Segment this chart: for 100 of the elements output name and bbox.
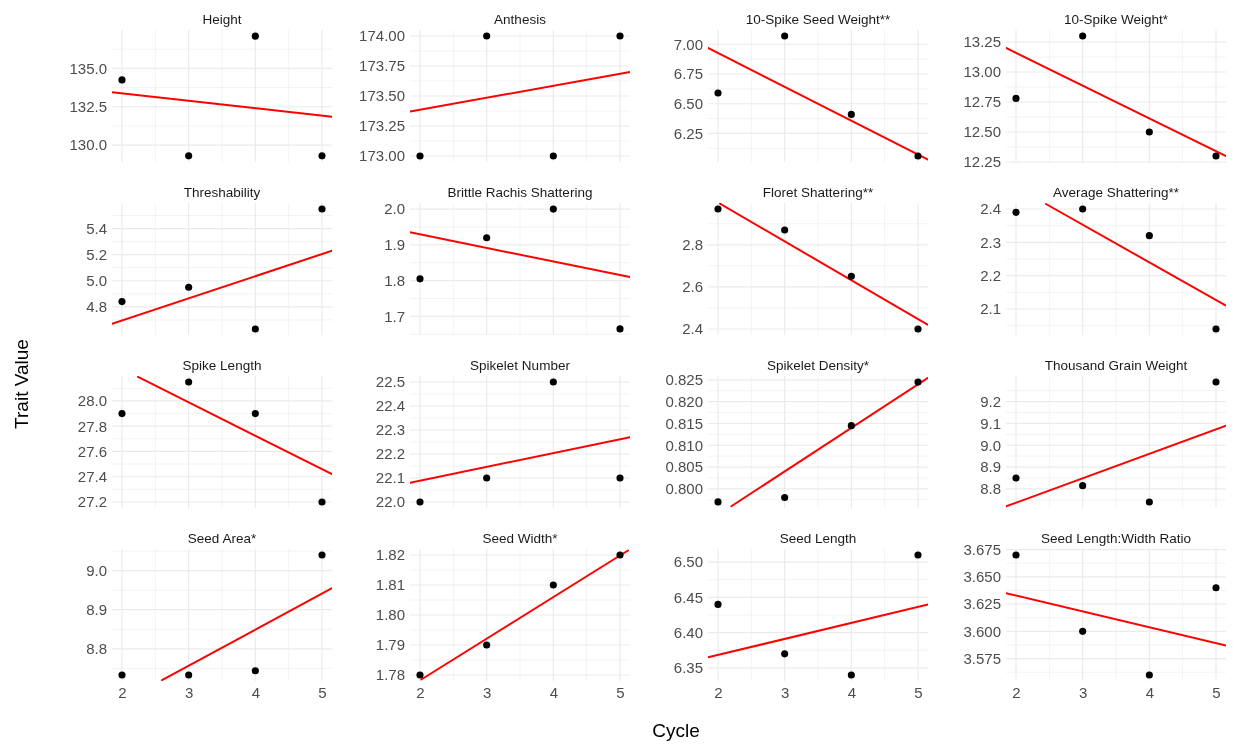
point <box>318 498 326 506</box>
y-tick-label: 13.25 <box>963 33 1001 51</box>
y-tick-label: 3.650 <box>963 568 1001 586</box>
y-tick-label: 9.1 <box>980 414 1001 432</box>
y-tick-label: 8.8 <box>86 640 107 658</box>
point <box>847 272 855 280</box>
y-tick-label: 12.25 <box>963 153 1001 171</box>
y-tick-label: 7.00 <box>673 35 703 53</box>
y-tick-label: 174.00 <box>359 27 405 45</box>
y-tick-label: 1.82 <box>375 546 405 564</box>
chart-title: Threshability <box>183 185 261 200</box>
point <box>714 498 722 506</box>
point <box>847 422 855 430</box>
point <box>781 226 789 234</box>
point <box>416 275 424 283</box>
point <box>483 234 491 242</box>
point <box>185 671 193 679</box>
x-tick-label: 2 <box>714 683 723 701</box>
y-tick-label: 9.0 <box>980 436 1001 454</box>
point <box>118 76 126 84</box>
chart-title: Seed Width* <box>482 531 559 546</box>
y-tick-label: 5.4 <box>86 219 107 237</box>
chart-title: Average Shattering** <box>1053 185 1180 200</box>
y-tick-label: 1.81 <box>375 576 405 594</box>
y-tick-label: 28.0 <box>77 392 107 410</box>
point <box>1212 378 1220 386</box>
point <box>714 205 722 213</box>
point <box>1212 152 1220 160</box>
y-tick-label: 6.50 <box>673 95 703 113</box>
point <box>251 32 259 40</box>
point <box>118 410 126 418</box>
y-tick-label: 2.3 <box>980 233 1001 251</box>
chart-title: Thousand Grain Weight <box>1044 358 1188 373</box>
x-tick-label: 4 <box>847 683 857 701</box>
point <box>1145 498 1153 506</box>
y-tick-label: 135.0 <box>69 59 107 77</box>
y-tick-label: 27.8 <box>77 417 107 435</box>
point <box>781 493 789 502</box>
y-tick-label: 0.825 <box>665 371 703 389</box>
y-tick-label: 3.625 <box>963 595 1001 613</box>
y-tick-label: 0.815 <box>665 414 703 432</box>
x-tick-label: 5 <box>1212 683 1221 701</box>
point <box>251 325 259 333</box>
point <box>318 205 326 213</box>
point <box>1012 208 1020 216</box>
y-tick-label: 8.9 <box>980 458 1001 476</box>
y-tick-label: 5.2 <box>86 245 107 263</box>
point <box>914 152 922 160</box>
y-tick-label: 27.4 <box>77 468 107 486</box>
chart-title: Floret Shattering** <box>762 185 874 200</box>
y-tick-label: 132.5 <box>69 98 107 116</box>
y-tick-label: 6.75 <box>673 65 703 83</box>
point <box>714 89 722 97</box>
y-tick-label: 173.50 <box>359 87 405 105</box>
y-tick-label: 6.35 <box>673 659 703 677</box>
y-tick-label: 22.5 <box>375 373 405 391</box>
point <box>118 671 126 679</box>
point <box>616 325 624 333</box>
y-tick-label: 3.600 <box>963 622 1001 640</box>
y-tick-label: 27.2 <box>77 493 107 511</box>
point <box>1012 474 1020 482</box>
y-tick-label: 0.820 <box>665 393 703 410</box>
y-tick-label: 3.575 <box>963 649 1001 667</box>
y-tick-label: 0.805 <box>665 458 703 476</box>
y-tick-label: 130.0 <box>69 136 107 154</box>
point <box>549 378 557 386</box>
point <box>914 325 922 333</box>
point <box>914 378 922 386</box>
point <box>251 667 259 675</box>
x-tick-label: 3 <box>780 683 790 701</box>
y-tick-label: 1.7 <box>384 307 405 325</box>
point <box>1079 205 1087 213</box>
y-tick-label: 13.00 <box>963 63 1001 81</box>
point <box>318 551 326 559</box>
y-tick-label: 1.79 <box>375 636 405 654</box>
point <box>483 474 491 482</box>
chart-title: Spikelet Density* <box>766 358 870 373</box>
point <box>416 671 424 679</box>
y-tick-label: 6.25 <box>673 124 703 142</box>
x-tick-label: 2 <box>1012 683 1021 701</box>
x-tick-label: 4 <box>549 683 559 701</box>
chart-title: Brittle Rachis Shattering <box>447 185 593 200</box>
y-tick-label: 8.9 <box>86 601 107 619</box>
y-tick-label: 22.0 <box>375 493 405 511</box>
y-tick-label: 173.00 <box>359 147 405 165</box>
y-tick-label: 22.4 <box>375 397 405 415</box>
y-tick-label: 1.78 <box>375 666 405 684</box>
point <box>1145 128 1153 136</box>
y-tick-label: 0.810 <box>665 436 703 454</box>
point <box>549 581 557 589</box>
y-tick-label: 2.4 <box>682 320 703 338</box>
y-tick-label: 27.6 <box>77 442 107 460</box>
y-tick-label: 6.40 <box>673 623 703 641</box>
y-tick-label: 9.0 <box>86 561 107 579</box>
point <box>1145 232 1153 240</box>
y-axis-title: Trait Value <box>11 339 32 429</box>
point <box>1079 32 1087 40</box>
point <box>616 474 624 482</box>
y-tick-label: 4.8 <box>86 298 107 316</box>
point <box>847 671 855 679</box>
